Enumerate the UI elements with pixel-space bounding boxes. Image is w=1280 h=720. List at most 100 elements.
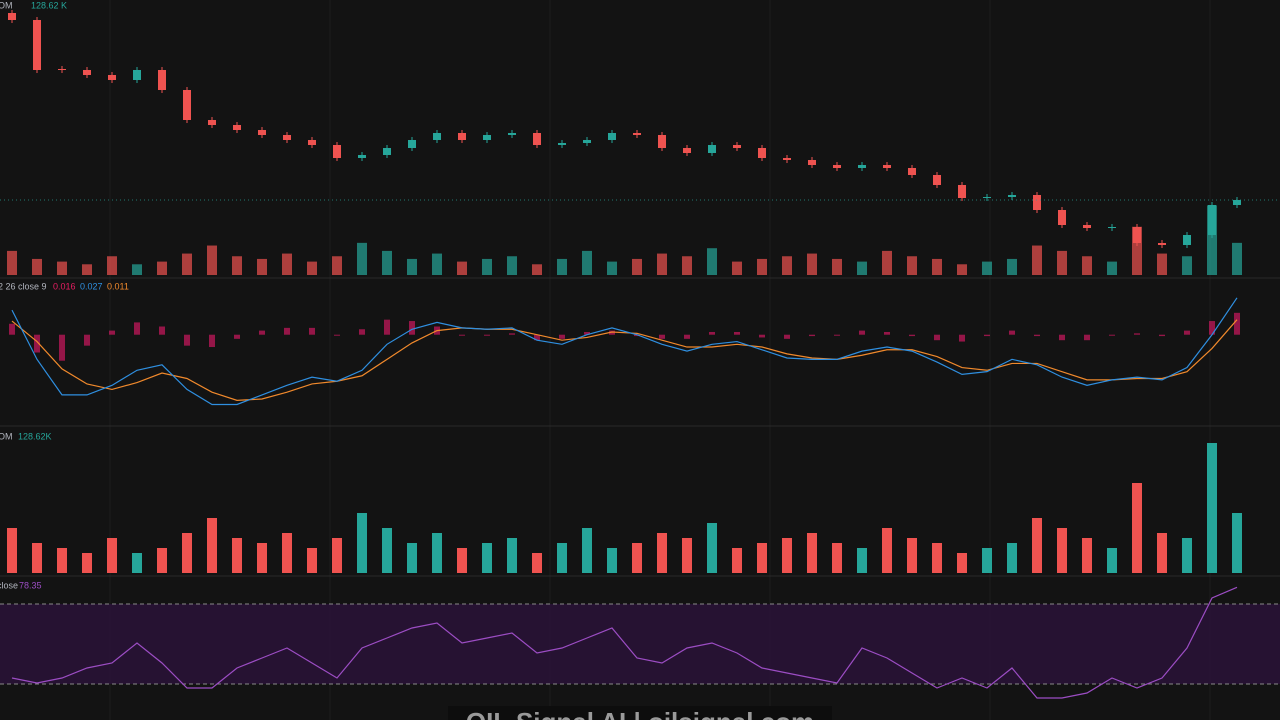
volume-bar [1132, 483, 1142, 573]
volume-bar [907, 256, 917, 275]
volume-bar [7, 250, 17, 275]
volume-bar [507, 538, 517, 573]
candle-body [108, 75, 116, 80]
volume-bar [757, 258, 767, 275]
histogram-bar [259, 330, 265, 335]
histogram-bar [559, 334, 565, 339]
candle-body [383, 148, 391, 155]
volume-bar [207, 518, 217, 573]
histogram-bar [809, 334, 815, 337]
volume-bar [957, 264, 967, 275]
histogram-bar [859, 330, 865, 335]
histogram-bar [1109, 334, 1115, 336]
volume-bar [582, 250, 592, 275]
watermark: OIL Signal AI | oilsignal.com [466, 707, 814, 720]
volume-bar [1007, 258, 1017, 275]
candle-body [533, 133, 541, 145]
volume-bar [257, 543, 267, 573]
histogram-bar [759, 334, 765, 338]
macd-line [11, 297, 1238, 406]
volume-bar [782, 256, 792, 275]
volume-bar [207, 245, 217, 275]
volume-bar [657, 533, 667, 573]
volume-bar [832, 258, 842, 275]
candle-body [208, 120, 216, 125]
volume-bar [282, 533, 292, 573]
volume-bar [457, 548, 467, 573]
candle-body [1083, 225, 1091, 228]
histogram-bar [284, 327, 290, 335]
volume-bar [882, 250, 892, 275]
volume-bar [282, 253, 292, 275]
legend-value: 78.35 [19, 580, 42, 590]
candle-body [33, 20, 41, 70]
candle-body [308, 140, 316, 145]
candle-body [1133, 227, 1141, 243]
candle-body [658, 135, 666, 148]
rsi-line [11, 586, 1238, 699]
volume-bar [1157, 253, 1167, 275]
candle-body [833, 165, 841, 168]
volume-bar [507, 256, 517, 275]
legend-value: 128.62K [18, 431, 52, 441]
histogram-bar [684, 334, 690, 339]
legend-label: 2 26 close 9 [0, 281, 47, 291]
legend-label: close [0, 580, 18, 590]
candle-body [1033, 195, 1041, 210]
volume-bar [957, 553, 967, 573]
volume-bar [257, 258, 267, 275]
volume-bar [107, 538, 117, 573]
volume-bar [1182, 538, 1192, 573]
volume-bar [132, 264, 142, 275]
candle-body [583, 140, 591, 143]
legend-value: 0.016 [53, 281, 76, 291]
histogram-bar [584, 331, 590, 335]
volume-bar [357, 242, 367, 275]
volume-bar [1057, 250, 1067, 275]
legend-value: 0.011 [107, 281, 129, 291]
volume-bar [907, 538, 917, 573]
candle-body [483, 135, 491, 140]
candle-body [1158, 243, 1166, 245]
candle-body [1108, 227, 1116, 228]
volume-bar [1007, 543, 1017, 573]
histogram-bar [409, 321, 415, 335]
histogram-bar [9, 323, 15, 335]
histogram-bar [1234, 312, 1240, 335]
histogram-bar [1209, 321, 1215, 335]
histogram-bar [1134, 333, 1140, 335]
volume-bar [807, 533, 817, 573]
candle-body [708, 145, 716, 153]
volume-bar [182, 253, 192, 275]
candle-body [408, 140, 416, 148]
pane-dividers [0, 277, 1280, 577]
candle-body [683, 148, 691, 153]
candle-body [133, 70, 141, 80]
histogram-bar [384, 319, 390, 335]
volume-bar [482, 258, 492, 275]
volume-bar [807, 253, 817, 275]
volume-bar [1132, 226, 1142, 275]
histogram-bar [884, 331, 890, 335]
volume-bar [32, 543, 42, 573]
volume-bar [1082, 538, 1092, 573]
volume-bar [832, 543, 842, 573]
candle-body [258, 130, 266, 135]
candle-body [633, 133, 641, 135]
volume-bar [1057, 528, 1067, 573]
volume-bar [557, 258, 567, 275]
candle-body [58, 69, 66, 70]
volume-bar [357, 513, 367, 573]
candle-body [808, 160, 816, 165]
candle-body [8, 13, 16, 20]
histogram-bar [459, 334, 465, 336]
volume-bar [707, 523, 717, 573]
volume-bar [1207, 443, 1217, 573]
volume-bar [332, 256, 342, 275]
volume-bar [82, 264, 92, 275]
volume-bar [1107, 261, 1117, 275]
volume-bar [557, 543, 567, 573]
histogram-bar [934, 334, 940, 341]
volume-bar [307, 261, 317, 275]
volume-bar [307, 548, 317, 573]
